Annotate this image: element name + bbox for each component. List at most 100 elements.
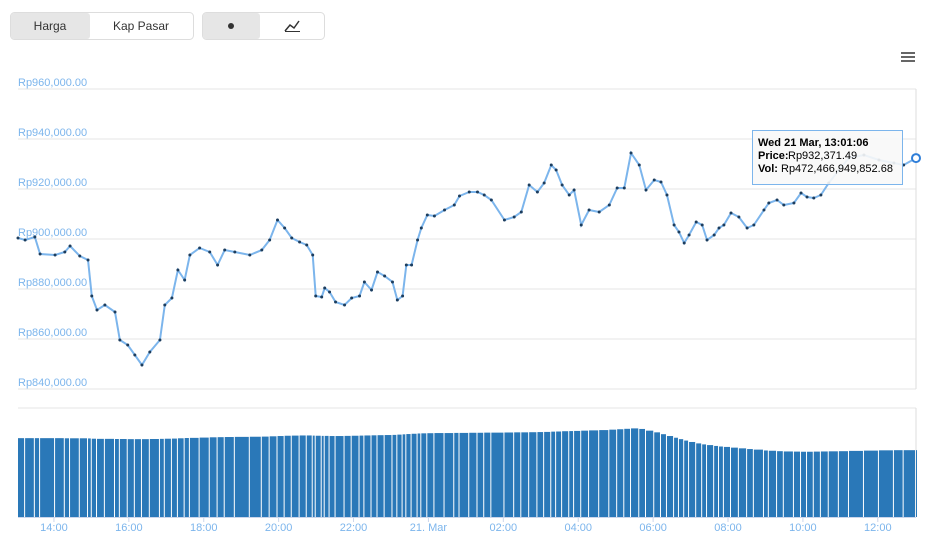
price-point: [133, 353, 137, 357]
price-point: [283, 226, 287, 230]
volume-bar: [359, 435, 364, 517]
price-point: [53, 253, 57, 257]
volume-bar: [344, 435, 351, 517]
volume-bar: [159, 438, 164, 517]
volume-bar: [18, 438, 25, 517]
volume-bar: [119, 439, 127, 517]
volume-bar: [411, 433, 417, 517]
x-tick-label: 04:00: [564, 522, 592, 534]
price-point: [677, 230, 681, 234]
price-point: [527, 183, 531, 187]
price-point: [911, 153, 921, 164]
menu-icon[interactable]: [901, 52, 915, 62]
plot: Rp840,000.00 Rp860,000.00 Rp880,000.00 Rp90…: [16, 77, 921, 534]
x-tick-label: 14:00: [40, 522, 68, 534]
price-point: [334, 300, 338, 304]
price-point: [86, 258, 90, 262]
volume-bar: [114, 439, 119, 517]
price-point: [90, 294, 94, 298]
volume-bar: [184, 438, 189, 517]
volume-bar: [141, 439, 149, 517]
volume-bar: [801, 451, 807, 517]
volume-bar: [731, 447, 738, 517]
volume-bar: [707, 445, 714, 517]
volume-bar: [189, 437, 199, 517]
volume-bar: [277, 436, 284, 517]
volume-bar: [878, 450, 893, 517]
price-point: [432, 214, 436, 218]
line-icon[interactable]: [284, 20, 300, 32]
volume-bar: [599, 430, 609, 517]
price-point: [694, 220, 698, 224]
tooltip: Wed 21 Mar, 13:01:06 Price: Rp932,371.49…: [752, 130, 903, 185]
volume-bar: [70, 438, 79, 517]
price-point: [729, 211, 733, 215]
volume-bar: [674, 437, 678, 517]
tooltip-label: Price:: [758, 150, 789, 162]
volume-bar: [97, 438, 104, 517]
volume-bar: [249, 436, 261, 517]
button[interactable]: Kap Pasar: [113, 19, 169, 33]
price-point: [410, 263, 414, 267]
volume-bar: [209, 437, 217, 517]
x-tick-label: 22:00: [340, 522, 368, 534]
price-point: [443, 208, 447, 212]
price-point: [572, 188, 576, 192]
price-point: [542, 181, 546, 185]
volume-bar: [581, 430, 589, 517]
volume-bar: [609, 429, 617, 517]
y-tick-label: Rp840,000.00: [18, 377, 87, 389]
volume-bar: [25, 438, 34, 517]
price-point: [268, 238, 272, 242]
price-point: [712, 233, 716, 237]
price-point: [103, 303, 107, 307]
price-point: [290, 236, 294, 240]
tooltip-box: [752, 130, 903, 185]
volume-bar: [569, 431, 574, 517]
volume-bar: [504, 432, 514, 517]
volume-bar: [234, 436, 249, 517]
volume-bar: [127, 439, 134, 517]
volume-bar: [291, 435, 299, 517]
volume-bar: [434, 433, 444, 517]
price-point: [659, 180, 663, 184]
price-point: [549, 163, 553, 167]
volume-bar: [79, 438, 88, 517]
volume-bar: [477, 432, 484, 517]
price-point: [362, 280, 366, 284]
button[interactable]: Harga: [34, 19, 67, 33]
price-point: [383, 274, 387, 278]
price-point: [23, 238, 27, 242]
volume-bar: [149, 439, 159, 517]
price-point: [535, 190, 539, 194]
volume-bar: [454, 432, 459, 517]
volume-bar: [916, 450, 917, 517]
x-tick-label: 08:00: [714, 522, 742, 534]
price-point: [305, 243, 309, 247]
volume-bar: [763, 450, 768, 517]
price-point: [198, 246, 202, 250]
price-point: [323, 286, 327, 290]
price-point: [637, 163, 641, 167]
volume-bar: [684, 440, 689, 517]
price-point: [615, 186, 619, 190]
volume-bar: [34, 438, 40, 517]
volume-bar: [696, 443, 702, 517]
volume-bar: [828, 451, 838, 517]
price-point: [183, 278, 187, 282]
price-point: [717, 226, 721, 230]
volume-bar: [574, 430, 581, 517]
y-tick-label: Rp900,000.00: [18, 227, 87, 239]
volume-bar: [893, 450, 903, 517]
volume-bar: [459, 432, 469, 517]
price-point: [519, 210, 523, 214]
price-point: [216, 263, 220, 267]
volume-bar: [321, 435, 324, 517]
price-point: [260, 248, 264, 252]
volume-bar: [64, 438, 70, 517]
volume-bar: [427, 433, 434, 517]
price-point: [767, 201, 771, 205]
price-point: [597, 210, 601, 214]
price-point: [298, 240, 302, 244]
volume-bar: [848, 450, 863, 517]
